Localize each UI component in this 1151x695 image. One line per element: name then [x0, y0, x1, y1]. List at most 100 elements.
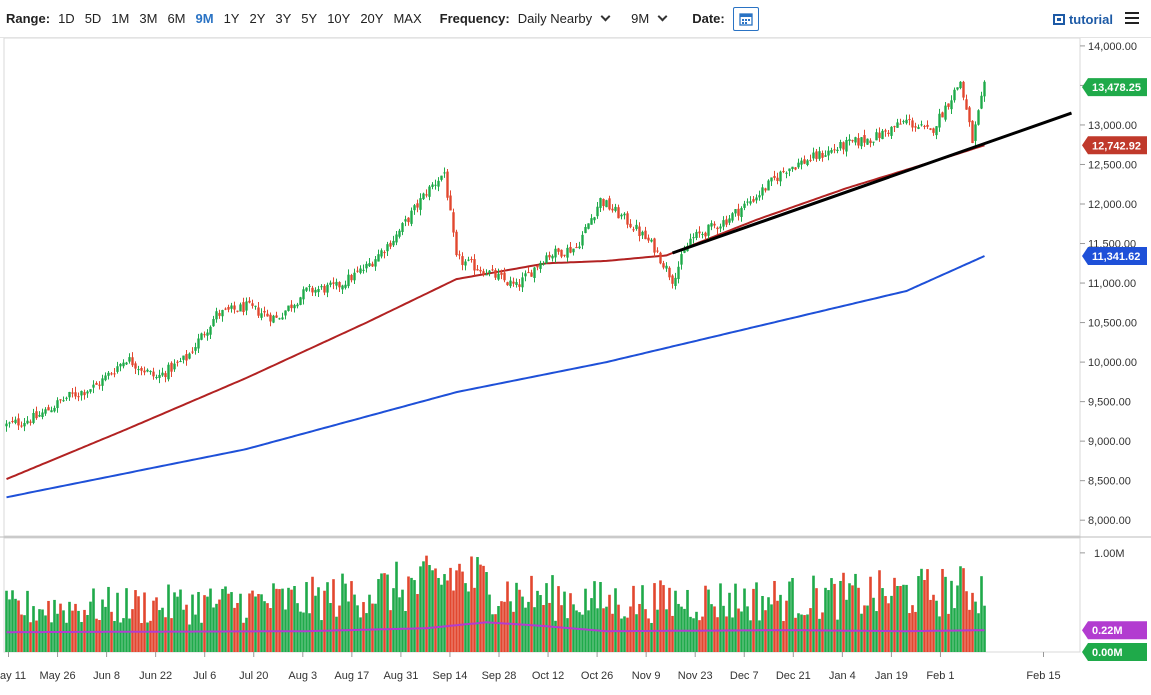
volume-bar — [749, 620, 752, 652]
calendar-button[interactable] — [732, 6, 759, 31]
candle-body — [446, 171, 449, 198]
range-2y[interactable]: 2Y — [249, 11, 266, 26]
candle-body — [296, 304, 299, 307]
candle-body — [476, 269, 479, 271]
volume-bar — [122, 618, 125, 652]
candle-body — [422, 193, 425, 200]
volume-bar — [380, 573, 383, 652]
candle-body — [452, 212, 455, 233]
price-tag: 11,341.62 — [1082, 247, 1147, 266]
candle-body — [599, 198, 602, 208]
range-20y[interactable]: 20Y — [360, 11, 384, 26]
candle-body — [620, 214, 623, 217]
candle-body — [458, 254, 461, 256]
volume-bar — [788, 581, 791, 652]
range-9m[interactable]: 9M — [195, 11, 214, 26]
trendline-path — [672, 111, 1072, 255]
candle-body — [851, 140, 854, 142]
candle-body — [179, 361, 182, 363]
volume-bar — [854, 573, 857, 652]
candle-body — [107, 372, 110, 376]
range-3y[interactable]: 3Y — [275, 11, 292, 26]
candle-body — [923, 125, 926, 127]
range-1d[interactable]: 1D — [58, 11, 75, 26]
volume-bar — [509, 601, 512, 652]
volume-bar — [392, 588, 395, 652]
range-10y[interactable]: 10Y — [327, 11, 351, 26]
candle-body — [755, 197, 758, 201]
volume-bar — [752, 588, 755, 652]
candle-body — [206, 332, 209, 336]
hamburger-menu-icon[interactable] — [1125, 12, 1139, 24]
volume-bar — [902, 584, 905, 652]
candle-body — [950, 100, 953, 110]
volume-bar — [647, 618, 650, 652]
candle-body — [398, 230, 401, 237]
volume-bar — [638, 603, 641, 652]
volume-bar — [761, 595, 764, 652]
volume-bar — [506, 581, 509, 652]
volume-bar — [860, 613, 863, 652]
candle-body — [329, 282, 332, 285]
volume-bar — [38, 609, 41, 652]
candle-body — [494, 270, 497, 278]
volume-bar — [11, 590, 14, 652]
volume-bar — [359, 617, 362, 652]
range-5y[interactable]: 5Y — [301, 11, 318, 26]
range-5d[interactable]: 5D — [84, 11, 102, 26]
tutorial-link[interactable]: tutorial — [1052, 12, 1113, 27]
range-6m[interactable]: 6M — [167, 11, 186, 26]
candle-body — [824, 155, 827, 157]
candle-body — [158, 374, 161, 378]
price-chart[interactable]: 8,000.00 8,500.00 9,000.00 9,500.00 10,000.0… — [0, 38, 1151, 695]
x-tick-label: Feb 15 — [1026, 670, 1060, 682]
volume-bar — [485, 572, 488, 652]
volume-bar — [5, 590, 8, 652]
candle-body — [344, 284, 347, 288]
volume-bar — [128, 618, 131, 652]
candle-body — [554, 248, 557, 258]
candle-body — [386, 244, 389, 252]
candle-body — [590, 218, 593, 225]
volume-bar — [965, 591, 968, 652]
volume-bar — [458, 563, 461, 652]
candle-body — [548, 254, 551, 258]
x-tick-label: Dec 21 — [776, 670, 811, 682]
volume-bar — [365, 613, 368, 652]
volume-bar — [341, 573, 344, 652]
volume-bar — [206, 596, 209, 652]
volume-bar — [389, 610, 392, 652]
volume-bar — [818, 618, 821, 652]
range-1m[interactable]: 1M — [111, 11, 130, 26]
volume-bar — [143, 592, 146, 652]
candle-body — [269, 314, 272, 322]
frequency-select[interactable]: Daily Nearby — [518, 11, 611, 26]
candle-body — [776, 177, 779, 181]
range-max[interactable]: MAX — [393, 11, 422, 26]
candle-body — [443, 172, 446, 174]
candle-body — [737, 208, 740, 216]
volume-bar — [551, 575, 554, 652]
candle-body — [890, 126, 893, 136]
volume-bar — [668, 587, 671, 652]
range-1y[interactable]: 1Y — [223, 11, 240, 26]
range-3m[interactable]: 3M — [139, 11, 158, 26]
period-select[interactable]: 9M — [631, 11, 668, 26]
volume-bar — [701, 616, 704, 652]
volume-pane — [3, 537, 1081, 653]
candle-body — [899, 123, 902, 125]
candle-body — [839, 141, 842, 149]
candle-body — [167, 364, 170, 380]
candle-body — [137, 369, 140, 371]
volume-bar — [740, 611, 743, 652]
volume-bar — [689, 616, 692, 652]
candle-body — [518, 284, 521, 287]
candle-body — [47, 407, 50, 411]
volume-bar — [179, 589, 182, 652]
candle-body — [836, 149, 839, 152]
volume-bar — [104, 606, 107, 652]
candle-body — [455, 231, 458, 256]
candle-body — [290, 304, 293, 309]
volume-bar — [746, 606, 749, 652]
candle-body — [134, 363, 137, 369]
